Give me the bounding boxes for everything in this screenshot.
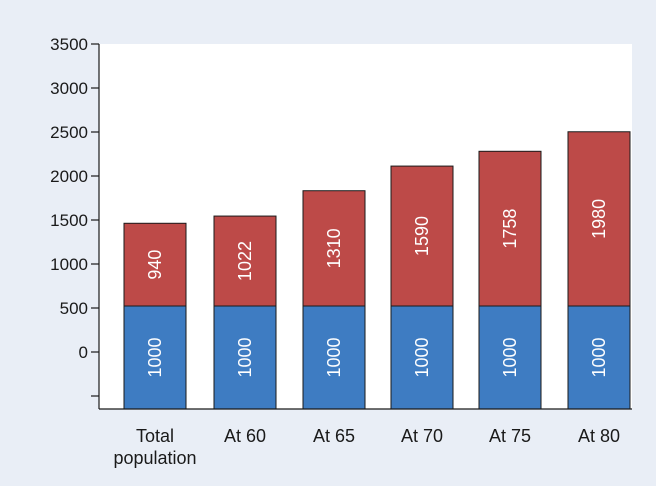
bar-value-label-upper: 1590 <box>412 216 432 256</box>
bar-value-label-upper: 940 <box>145 250 165 280</box>
x-category-label: Total population <box>113 426 196 468</box>
bar-value-label-upper: 1980 <box>589 199 609 239</box>
y-tick-label: 2500 <box>50 123 88 142</box>
y-axis-ticks: 3500 3000 2500 2000 1500 1000 500 0 <box>50 35 99 397</box>
bar-segment-lower <box>478 305 542 410</box>
bar-value-label-upper: 1758 <box>500 209 520 249</box>
bar-segment-lower <box>567 305 631 410</box>
x-category-label: At 75 <box>489 426 531 446</box>
bar-segment-lower <box>390 305 454 410</box>
y-tick-label: 3500 <box>50 35 88 54</box>
y-tick-label: 2000 <box>50 167 88 186</box>
bar-value-label-lower: 1000 <box>324 337 344 377</box>
y-tick-label: 1500 <box>50 211 88 230</box>
bar-segment-upper <box>478 150 542 307</box>
bar-segment-lower <box>302 305 366 410</box>
x-category-label: At 65 <box>313 426 355 446</box>
bar-value-label-upper: 1022 <box>235 241 255 281</box>
y-tick-label: 3000 <box>50 79 88 98</box>
bar-value-label-lower: 1000 <box>589 337 609 377</box>
bar-segment-upper <box>390 165 454 307</box>
x-axis-labels: Total population At 60 At 65 At 70 At 75 At 80 <box>113 426 620 468</box>
x-category-label: At 70 <box>401 426 443 446</box>
bar-segment-upper <box>567 131 631 307</box>
y-tick-label: 1000 <box>50 255 88 274</box>
bar-segment-upper <box>213 215 277 307</box>
bar-segment-lower <box>123 305 187 410</box>
x-category-label: At 60 <box>224 426 266 446</box>
bars-layer: 1000 940 1000 1022 1000 1310 1000 1590 1000 1758 1… <box>123 131 631 410</box>
bar-value-label-lower: 1000 <box>235 337 255 377</box>
y-tick-label: 0 <box>79 343 88 362</box>
bar-value-label-lower: 1000 <box>412 337 432 377</box>
x-category-label: At 80 <box>578 426 620 446</box>
bar-segment-upper <box>302 190 366 307</box>
bar-segment-lower <box>213 305 277 410</box>
bar-value-label-lower: 1000 <box>145 337 165 377</box>
bar-segment-upper <box>123 222 187 307</box>
y-tick-label: 500 <box>60 299 88 318</box>
bar-value-label-lower: 1000 <box>500 337 520 377</box>
bar-value-label-upper: 1310 <box>324 228 344 268</box>
